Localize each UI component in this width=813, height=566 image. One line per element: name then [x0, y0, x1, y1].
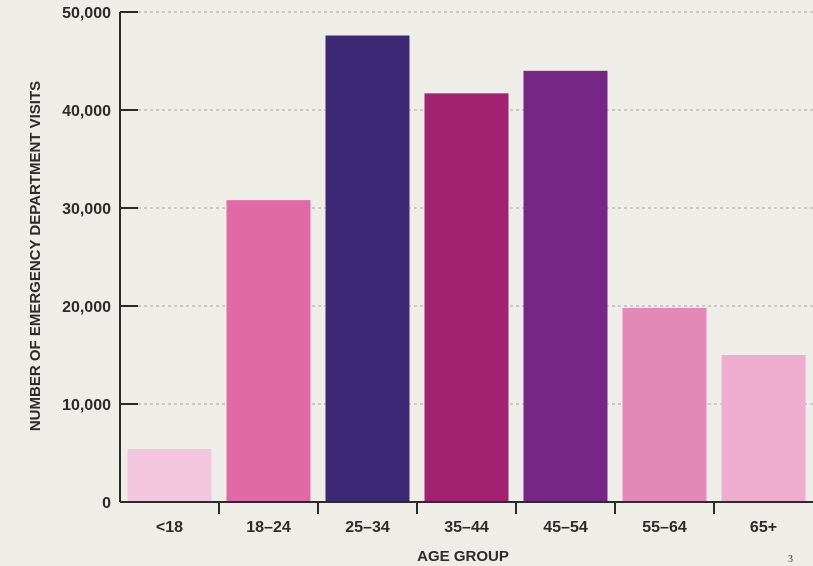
x-tick-label: 18–24: [246, 519, 291, 536]
bars: [127, 35, 806, 503]
y-tick-label: 20,000: [62, 299, 111, 316]
y-tick-label: 40,000: [62, 103, 111, 120]
bar: [226, 200, 311, 502]
x-axis-title: AGE GROUP: [417, 548, 509, 565]
bar: [325, 35, 410, 503]
y-tick-label: 0: [102, 495, 111, 512]
bar: [424, 93, 509, 502]
y-tick-label: 30,000: [62, 201, 111, 218]
x-tick-label: 25–34: [345, 519, 390, 536]
x-tick-label: 35–44: [444, 519, 489, 536]
bar: [127, 449, 212, 502]
bar: [622, 307, 707, 502]
x-tick-label: <18: [156, 519, 183, 536]
y-tick-label: 50,000: [62, 5, 111, 22]
bar: [721, 355, 806, 502]
axes: [119, 12, 813, 503]
x-axis-ticks: <18 18–24 25–34 35–44 45–54 55–64 65+: [156, 502, 777, 536]
y-axis-ticks: 0 10,000 20,000 30,000 40,000 50,000: [62, 5, 138, 512]
page-number: 3: [788, 554, 793, 565]
bar: [523, 70, 608, 503]
x-tick-label: 45–54: [543, 519, 588, 536]
y-tick-label: 10,000: [62, 397, 111, 414]
x-tick-label: 65+: [750, 519, 777, 536]
y-axis-title: NUMBER OF EMERGENCY DEPARTMENT VISITS: [27, 81, 44, 431]
x-tick-label: 55–64: [642, 519, 687, 536]
